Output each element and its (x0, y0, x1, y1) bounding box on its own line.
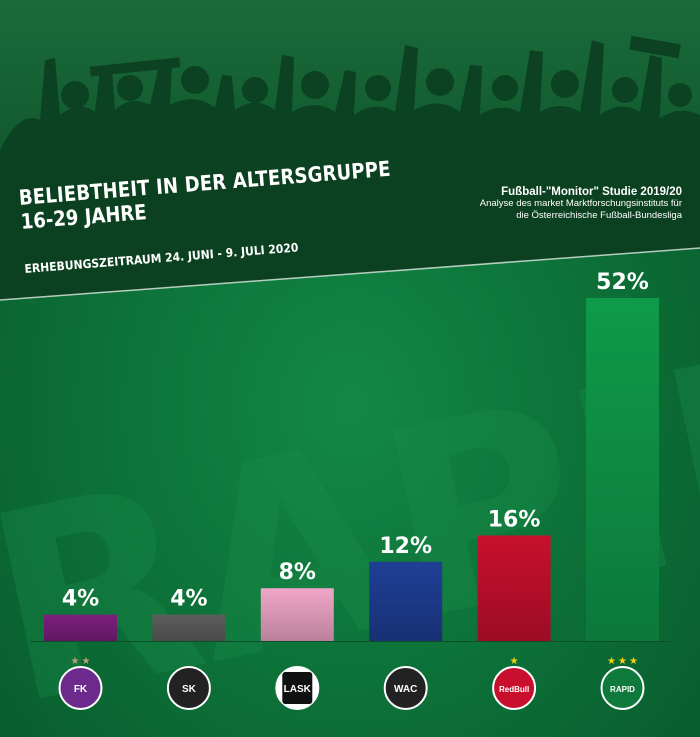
bar-4 (369, 561, 443, 641)
study-subtitle-1: Analyse des market Marktforschungsinstit… (479, 198, 682, 209)
red-bull-salzburg-logo-icon: ★ RedBull (492, 656, 537, 710)
logo-text: RedBull (499, 685, 529, 694)
star-icon: ★ (629, 656, 638, 667)
lask-logo-icon: LASK (275, 666, 320, 710)
crowd-silhouette (0, 35, 700, 300)
bar-value-label-1: 4% (62, 587, 99, 612)
bar-2 (152, 614, 226, 641)
wac-logo-icon: WAC (383, 666, 428, 710)
bar-3 (260, 588, 334, 641)
bar-5 (477, 535, 551, 641)
star-icon: ★ (618, 656, 627, 667)
bar-value-label-6: 52% (596, 270, 649, 295)
logo-text: FK (74, 684, 88, 695)
study-subtitle-2: die Österreichische Fußball-Bundesliga (516, 210, 682, 221)
bar-value-label-3: 8% (279, 560, 316, 585)
austria-wien-logo-icon: ★ ★ FK (58, 656, 103, 710)
star-icon: ★ (71, 656, 80, 667)
star-icon: ★ (510, 656, 519, 667)
bar-value-label-2: 4% (170, 587, 207, 612)
star-icon: ★ (82, 656, 91, 667)
logo-text: LASK (284, 684, 312, 695)
bar-value-label-5: 16% (488, 507, 541, 532)
study-title: Fußball-"Monitor" Studie 2019/20 (501, 186, 682, 198)
study-info: Fußball-"Monitor" Studie 2019/20 Analyse… (480, 186, 682, 222)
sturm-graz-logo-icon: SK (166, 666, 211, 710)
star-icon: ★ (607, 656, 616, 667)
rapid-logo-icon: ★ ★ ★RAPID (600, 656, 645, 710)
bar-1 (44, 614, 117, 641)
logo-text: SK (182, 684, 197, 695)
logo-text: WAC (394, 684, 417, 695)
header-divider (0, 247, 700, 301)
bar-value-label-4: 12% (379, 534, 432, 559)
logo-text: RAPID (610, 685, 635, 694)
bar-6 (586, 298, 659, 641)
